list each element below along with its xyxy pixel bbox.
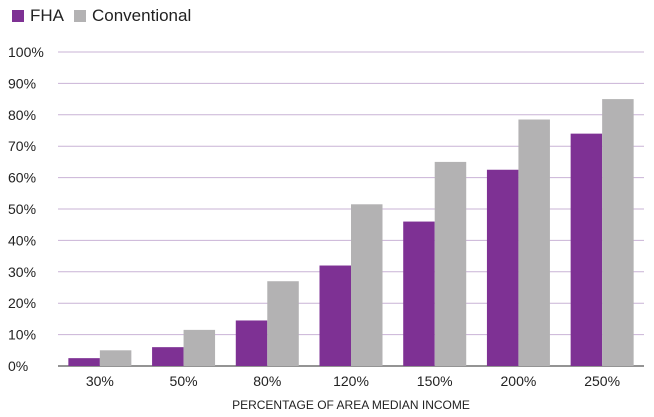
bar-fha [235, 320, 268, 366]
y-tick-label: 10% [8, 327, 36, 343]
y-tick-label: 40% [8, 232, 36, 248]
y-axis-ticks: 0% 10% 20% 30% 40% 50% 60% 70% 80% 90% 100% [8, 44, 44, 374]
x-tick-label: 30% [86, 373, 114, 389]
legend-swatch-conventional [74, 10, 86, 22]
legend-item-fha: FHA [12, 6, 64, 26]
x-axis-label: PERCENTAGE OF AREA MEDIAN INCOME [232, 398, 470, 412]
y-tick-label: 50% [8, 201, 36, 217]
bar-conventional [183, 329, 216, 366]
bar-conventional [434, 161, 467, 366]
chart-legend: FHA Conventional [12, 6, 201, 26]
bars [68, 99, 634, 366]
bar-conventional [99, 350, 132, 366]
bar-conventional [602, 99, 634, 366]
y-tick-label: 20% [8, 295, 36, 311]
x-tick-label: 50% [170, 373, 198, 389]
bar-fha [486, 169, 519, 366]
bar-fha [68, 358, 100, 366]
x-tick-label: 120% [333, 373, 369, 389]
x-tick-label: 200% [501, 373, 537, 389]
y-tick-label: 80% [8, 107, 36, 123]
bar-conventional [351, 204, 383, 366]
x-tick-label: 250% [584, 373, 620, 389]
legend-item-conventional: Conventional [74, 6, 191, 26]
bar-conventional [267, 281, 299, 366]
x-axis-ticks: 30% 50% 80% 120% 150% 200% 250% [86, 373, 620, 389]
y-tick-label: 100% [8, 44, 44, 60]
y-tick-label: 70% [8, 138, 36, 154]
x-tick-label: 150% [417, 373, 453, 389]
bar-fha [319, 265, 351, 366]
legend-label-fha: FHA [30, 6, 64, 25]
y-tick-label: 0% [8, 358, 28, 374]
bar-fha [403, 221, 435, 366]
y-tick-label: 30% [8, 264, 36, 280]
y-tick-label: 90% [8, 75, 36, 91]
bar-conventional [518, 119, 550, 366]
bar-fha [152, 347, 184, 366]
legend-swatch-fha [12, 10, 24, 22]
x-tick-label: 80% [253, 373, 281, 389]
y-tick-label: 60% [8, 170, 36, 186]
legend-label-conventional: Conventional [92, 6, 192, 25]
bar-fha [570, 133, 603, 366]
